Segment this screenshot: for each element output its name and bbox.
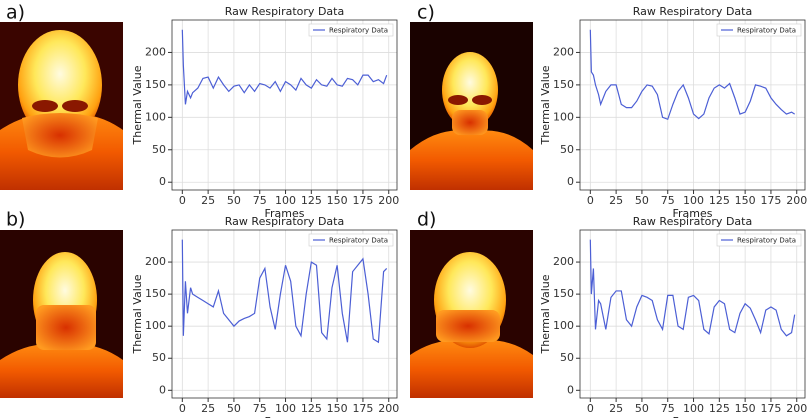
data-line: [181, 239, 388, 344]
data-line: [181, 29, 388, 105]
y-tick-label: 100: [145, 110, 166, 123]
y-tick-label: 150: [145, 78, 166, 91]
x-tick-label: 100: [683, 194, 704, 207]
plot-frame: [579, 19, 806, 191]
x-tick-label: 0: [179, 194, 186, 207]
x-tick-label: 150: [735, 194, 756, 207]
chart-title: Raw Respiratory Data: [633, 215, 752, 228]
x-tick-label: 25: [201, 194, 215, 207]
x-axis-label: Frames: [264, 415, 304, 418]
thermal-image-d: [410, 230, 533, 398]
x-axis-label: Frames: [264, 207, 304, 220]
y-tick-label: 150: [553, 78, 574, 91]
y-tick-label: 200: [145, 255, 166, 268]
x-tick-label: 125: [301, 402, 322, 415]
y-tick-label: 0: [159, 175, 166, 188]
y-tick-label: 150: [145, 287, 166, 300]
x-tick-label: 125: [709, 194, 730, 207]
legend-label: Respiratory Data: [737, 237, 796, 245]
x-tick-label: 50: [227, 402, 241, 415]
thermal-image-b: [0, 230, 123, 398]
x-tick-label: 75: [253, 194, 267, 207]
y-tick-label: 200: [145, 45, 166, 58]
x-tick-label: 200: [786, 402, 807, 415]
plot-frame: [171, 229, 398, 399]
panel-label: d): [417, 209, 436, 231]
y-axis-label: Thermal Value: [539, 274, 552, 354]
y-tick-label: 100: [553, 319, 574, 332]
x-tick-label: 200: [786, 194, 807, 207]
legend-box: [716, 233, 802, 247]
legend-label: Respiratory Data: [329, 27, 388, 35]
y-tick-label: 50: [560, 351, 574, 364]
x-tick-label: 125: [709, 402, 730, 415]
x-tick-label: 150: [735, 402, 756, 415]
y-tick-label: 100: [145, 319, 166, 332]
x-tick-label: 0: [587, 194, 594, 207]
x-axis-label: Frames: [672, 207, 712, 220]
y-tick-label: 200: [553, 255, 574, 268]
thermal-image-a: [0, 22, 123, 190]
x-tick-label: 25: [609, 402, 623, 415]
y-axis-label: Thermal Value: [131, 65, 144, 145]
x-tick-label: 200: [378, 194, 399, 207]
x-tick-label: 150: [327, 402, 348, 415]
y-tick-label: 200: [553, 45, 574, 58]
y-tick-label: 100: [553, 110, 574, 123]
y-tick-label: 0: [567, 175, 574, 188]
x-tick-label: 25: [609, 194, 623, 207]
x-tick-label: 25: [201, 402, 215, 415]
x-tick-label: 100: [275, 194, 296, 207]
panel-label: c): [417, 2, 435, 24]
x-tick-label: 175: [760, 194, 781, 207]
legend-box: [308, 23, 394, 37]
x-tick-label: 50: [227, 194, 241, 207]
chart-title: Raw Respiratory Data: [225, 5, 344, 18]
legend-label: Respiratory Data: [329, 237, 388, 245]
y-tick-label: 50: [152, 351, 166, 364]
chart: Raw Respiratory Data Frames Thermal Value 0…: [131, 5, 399, 220]
x-tick-label: 175: [760, 402, 781, 415]
x-tick-label: 75: [661, 194, 675, 207]
y-tick-label: 50: [560, 143, 574, 156]
x-tick-label: 50: [635, 194, 649, 207]
x-tick-label: 175: [352, 402, 373, 415]
x-tick-label: 75: [661, 402, 675, 415]
x-tick-label: 75: [253, 402, 267, 415]
chart-title: Raw Respiratory Data: [225, 215, 344, 228]
x-tick-label: 0: [179, 402, 186, 415]
panel-label: b): [6, 209, 25, 231]
chart: Raw Respiratory Data Frames Thermal Value 0…: [131, 215, 399, 418]
plot-frame: [579, 229, 806, 399]
data-line: [589, 239, 796, 337]
x-tick-label: 200: [378, 402, 399, 415]
x-tick-label: 0: [587, 402, 594, 415]
x-tick-label: 100: [683, 402, 704, 415]
y-tick-label: 0: [567, 383, 574, 396]
x-tick-label: 125: [301, 194, 322, 207]
x-axis-label: Frames: [672, 415, 712, 418]
y-tick-label: 150: [553, 287, 574, 300]
y-tick-label: 50: [152, 143, 166, 156]
panel-label: a): [6, 2, 25, 24]
x-tick-label: 150: [327, 194, 348, 207]
x-tick-label: 50: [635, 402, 649, 415]
y-axis-label: Thermal Value: [539, 65, 552, 145]
y-tick-label: 0: [159, 383, 166, 396]
chart-title: Raw Respiratory Data: [633, 5, 752, 18]
thermal-image-c: [410, 22, 533, 190]
chart: Raw Respiratory Data Frames Thermal Value 0…: [539, 5, 807, 220]
y-axis-label: Thermal Value: [131, 274, 144, 354]
x-tick-label: 100: [275, 402, 296, 415]
legend-box: [716, 23, 802, 37]
legend-box: [308, 233, 394, 247]
plot-frame: [171, 19, 398, 191]
legend-label: Respiratory Data: [737, 27, 796, 35]
chart: Raw Respiratory Data Frames Thermal Value 0…: [539, 215, 807, 418]
x-tick-label: 175: [352, 194, 373, 207]
data-line: [589, 29, 795, 121]
